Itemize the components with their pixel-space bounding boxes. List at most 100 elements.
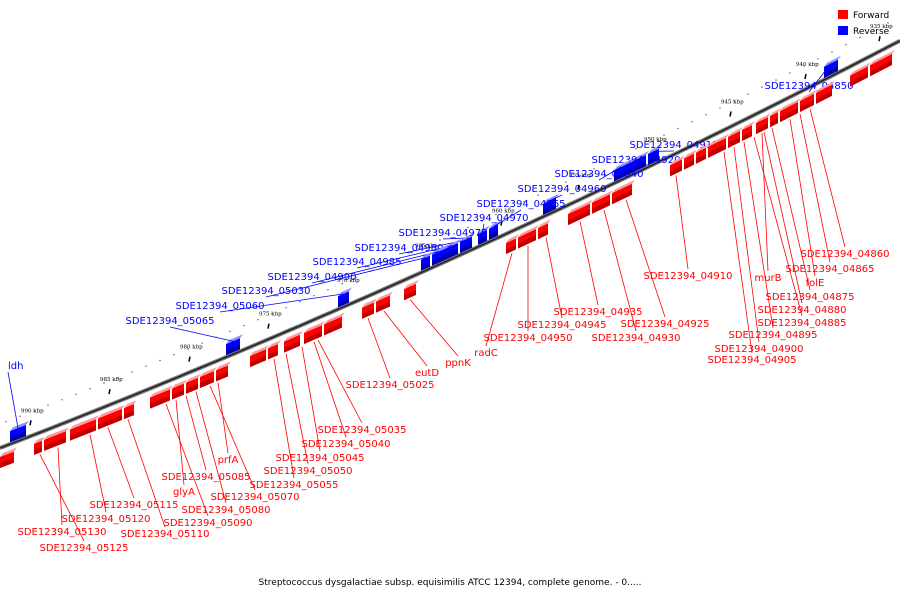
gene-leader-line bbox=[743, 141, 774, 329]
forward-gene[interactable] bbox=[770, 108, 781, 128]
scale-dot bbox=[439, 239, 441, 241]
forward-gene[interactable] bbox=[362, 298, 377, 319]
scale-dot bbox=[5, 421, 7, 423]
gene-leader-line bbox=[265, 257, 426, 298]
scale-dot bbox=[705, 114, 707, 116]
legend-forward: Forward bbox=[838, 10, 889, 21]
forward-gene[interactable] bbox=[708, 133, 729, 158]
forward-gene[interactable] bbox=[670, 155, 685, 177]
forward-gene[interactable] bbox=[612, 179, 635, 205]
forward-gene[interactable] bbox=[816, 80, 835, 104]
gene-label: SDE12394_04965 bbox=[477, 199, 566, 210]
gene-label: SDE12394_05120 bbox=[62, 514, 151, 525]
forward-gene[interactable] bbox=[0, 447, 17, 468]
gene-leader-line bbox=[313, 341, 347, 438]
forward-gene[interactable] bbox=[304, 321, 325, 345]
scale-dot bbox=[173, 354, 175, 356]
scale-dot bbox=[635, 148, 637, 150]
scale-dot bbox=[747, 93, 749, 95]
reverse-gene[interactable] bbox=[648, 144, 662, 166]
forward-gene[interactable] bbox=[850, 62, 871, 87]
forward-gene[interactable] bbox=[124, 400, 137, 420]
gene-label: SDE12394_05045 bbox=[276, 453, 365, 464]
scale-dot bbox=[873, 29, 875, 31]
scale-dot bbox=[271, 313, 273, 315]
gene-label: SDE12394_05065 bbox=[126, 316, 215, 327]
forward-gene[interactable] bbox=[70, 415, 99, 441]
scale-dot bbox=[299, 301, 301, 303]
forward-gene[interactable] bbox=[200, 367, 217, 388]
forward-gene[interactable] bbox=[98, 404, 125, 430]
gene-label: SDE12394_04940 bbox=[555, 169, 644, 180]
gene-label: SDE12394_05085 bbox=[162, 472, 251, 483]
gene-leader-line bbox=[579, 221, 599, 306]
forward-gene[interactable] bbox=[728, 127, 743, 148]
forward-gene[interactable] bbox=[696, 143, 709, 164]
scale-dot bbox=[159, 359, 161, 362]
forward-gene[interactable] bbox=[404, 279, 419, 301]
gene-label: SDE12394_05040 bbox=[302, 439, 391, 450]
forward-gene[interactable] bbox=[216, 361, 231, 382]
forward-gene[interactable] bbox=[684, 149, 697, 170]
scale-tick-label: 935 kbp bbox=[870, 24, 893, 30]
legend-reverse-label: Reverse bbox=[853, 27, 890, 37]
reverse-gene[interactable] bbox=[460, 235, 469, 254]
reverse-gene[interactable] bbox=[614, 159, 631, 182]
forward-gene[interactable] bbox=[800, 89, 817, 112]
legend-forward-label: Forward bbox=[853, 11, 890, 21]
forward-gene[interactable] bbox=[870, 49, 895, 77]
scale-dot bbox=[243, 324, 245, 327]
reverse-gene[interactable] bbox=[226, 334, 243, 356]
forward-gene[interactable] bbox=[268, 340, 281, 360]
forward-gene[interactable] bbox=[250, 345, 269, 368]
forward-gene[interactable] bbox=[44, 427, 69, 451]
gene-leader-line bbox=[317, 339, 363, 424]
reverse-gene[interactable] bbox=[543, 193, 559, 215]
forward-gene[interactable] bbox=[34, 436, 45, 455]
scale-tick-label: 950 kbp bbox=[644, 137, 667, 143]
forward-gene[interactable] bbox=[780, 98, 801, 123]
forward-gene[interactable] bbox=[284, 330, 303, 353]
reverse-gene[interactable] bbox=[824, 55, 841, 78]
forward-gene[interactable] bbox=[150, 385, 173, 409]
gene-leader-line bbox=[39, 454, 85, 542]
gene-leader-line bbox=[57, 447, 63, 526]
reverse-gene[interactable] bbox=[478, 225, 490, 245]
gene-leader-line bbox=[301, 346, 321, 452]
forward-gene[interactable] bbox=[376, 291, 393, 313]
forward-gene[interactable] bbox=[172, 379, 187, 400]
scale-dot bbox=[775, 79, 777, 81]
gene-leader-line bbox=[808, 63, 832, 93]
forward-gene[interactable] bbox=[592, 190, 613, 214]
forward-gene[interactable] bbox=[756, 113, 771, 135]
gene-label: SDE12394_05110 bbox=[121, 529, 210, 540]
gene-leader-line bbox=[771, 127, 811, 291]
reverse-gene[interactable] bbox=[10, 420, 29, 443]
forward-gene[interactable] bbox=[568, 199, 593, 226]
scale-dot bbox=[411, 251, 413, 254]
gene-label: radC bbox=[474, 348, 498, 359]
gene-label: SDE12394_04885 bbox=[758, 318, 847, 329]
forward-gene[interactable] bbox=[742, 121, 755, 142]
gene-label: SDE12394_05115 bbox=[90, 500, 179, 511]
scale-dot bbox=[621, 154, 623, 157]
scale-tick-label: 975 kbp bbox=[259, 312, 282, 318]
forward-gene[interactable] bbox=[324, 312, 345, 336]
scale-dot bbox=[789, 72, 791, 74]
gene-label: SDE12394_04930 bbox=[592, 333, 681, 344]
gene-leader-line bbox=[217, 382, 229, 454]
gene-label: SDE12394_05055 bbox=[250, 480, 339, 491]
forward-gene[interactable] bbox=[506, 234, 519, 254]
gene-leader-line bbox=[209, 385, 256, 491]
scale-dot bbox=[481, 220, 483, 222]
reverse-gene[interactable] bbox=[489, 220, 501, 240]
forward-gene[interactable] bbox=[186, 373, 201, 394]
gene-label: SDE12394_05070 bbox=[211, 492, 300, 503]
forward-gene[interactable] bbox=[538, 219, 551, 240]
gene-label: SDE12394_04950 bbox=[484, 333, 573, 344]
gene-leader-line bbox=[733, 146, 760, 343]
legend-reverse: Reverse bbox=[838, 26, 889, 37]
scale-dot bbox=[537, 194, 539, 196]
forward-gene[interactable] bbox=[518, 225, 539, 249]
